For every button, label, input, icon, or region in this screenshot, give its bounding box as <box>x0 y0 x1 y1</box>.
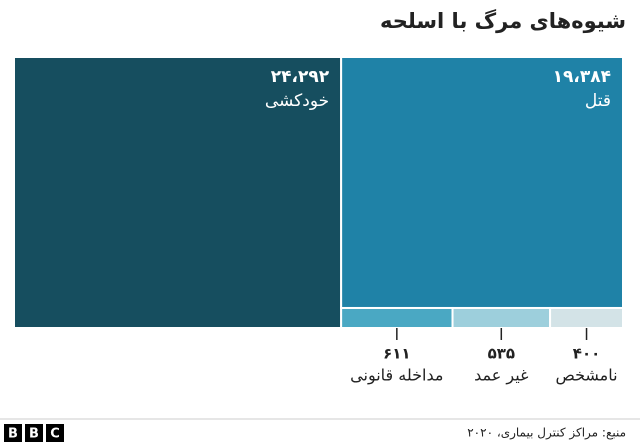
value-label: ۱۹،۳۸۴ <box>553 67 611 87</box>
category-label: قتل <box>585 91 611 111</box>
value-label: ۴۰۰ <box>573 345 600 363</box>
value-label: ۶۱۱ <box>383 345 410 363</box>
logo-letter: C <box>50 427 60 442</box>
category-label: غیر عمد <box>474 366 528 386</box>
treemap-cell <box>549 306 624 329</box>
treemap-cell <box>340 306 454 329</box>
logo-box <box>46 424 64 442</box>
treemap-cell <box>13 56 343 329</box>
value-label: ۵۳۵ <box>488 345 515 363</box>
category-label: نامشخص <box>555 366 617 386</box>
logo-box <box>4 424 22 442</box>
treemap-cell <box>340 56 624 309</box>
chart-title: شیوه‌های مرگ با اسلحه <box>380 8 626 33</box>
value-label: ۲۴،۲۹۲ <box>271 67 330 87</box>
category-label: مداخله قانونی <box>350 366 443 386</box>
treemap-cell <box>451 306 552 329</box>
logo-letter: B <box>29 427 39 442</box>
source: منبع: مراکز کنترل بیماری، ۲۰۲۰ <box>467 426 626 441</box>
category-label: خودکشی <box>265 91 329 111</box>
logo-box <box>25 424 43 442</box>
logo-letter: B <box>8 427 18 442</box>
